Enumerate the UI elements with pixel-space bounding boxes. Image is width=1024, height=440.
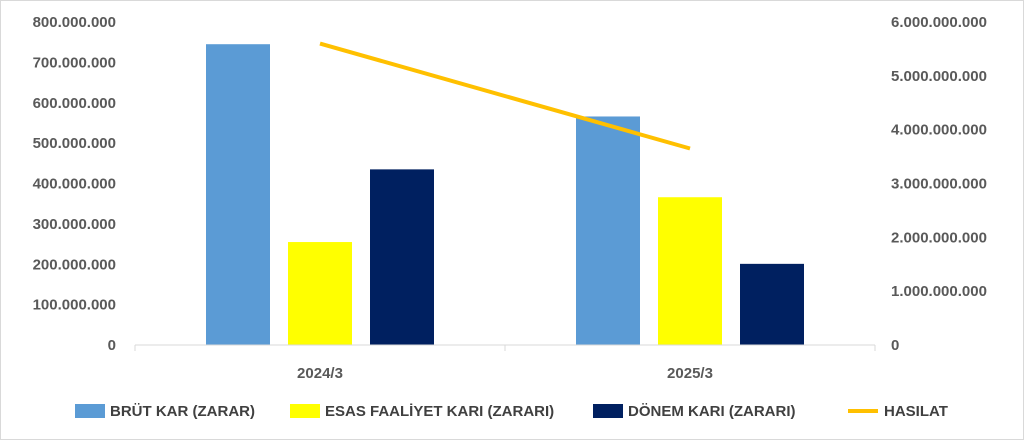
right-tick-label: 4.000.000.000 xyxy=(891,122,987,139)
left-tick-label: 600.000.000 xyxy=(33,95,116,112)
left-tick-label: 700.000.000 xyxy=(33,54,116,71)
x-axis: 2024/3 2025/3 xyxy=(134,344,876,382)
left-tick-label: 100.000.000 xyxy=(33,297,116,314)
left-tick-label: 800.000.000 xyxy=(33,14,116,31)
left-tick-label: 300.000.000 xyxy=(33,216,116,233)
bar-series xyxy=(206,44,804,346)
right-axis-ticks: 0 1.000.000.000 2.000.000.000 3.000.000.000… xyxy=(891,14,987,354)
right-tick-label: 1.000.000.000 xyxy=(891,283,987,300)
bar-esas-faaliyet-kari-zarari[interactable] xyxy=(288,242,352,345)
left-tick-label: 500.000.000 xyxy=(33,135,116,152)
category-label: 2025/3 xyxy=(667,365,713,382)
line-hasilat[interactable] xyxy=(319,41,691,151)
bar-brut-kar-zarar[interactable] xyxy=(576,116,640,345)
left-axis-ticks: 0 100.000.000 200.000.000 300.000.000 400.00… xyxy=(33,14,116,354)
legend-item-donem-kari-zarari[interactable]: DÖNEM KARI (ZARARI) xyxy=(593,403,795,420)
left-tick-label: 400.000.000 xyxy=(33,176,116,193)
bar-donem-kari-zarari[interactable] xyxy=(740,263,804,345)
legend-swatch xyxy=(290,404,320,418)
legend-label: HASILAT xyxy=(884,403,948,420)
legend-item-esas-faaliyet-kari-zarari[interactable]: ESAS FAALİYET KARI (ZARARI) xyxy=(290,403,554,420)
legend-swatch xyxy=(593,404,623,418)
legend[interactable]: BRÜT KAR (ZARAR) ESAS FAALİYET KARI (ZARA… xyxy=(75,403,948,420)
line-series xyxy=(319,41,691,151)
right-tick-label: 5.000.000.000 xyxy=(891,68,987,85)
legend-item-hasilat[interactable]: HASILAT xyxy=(848,403,948,420)
bar-donem-kari-zarari[interactable] xyxy=(370,169,434,345)
right-tick-label: 3.000.000.000 xyxy=(891,176,987,193)
legend-label: DÖNEM KARI (ZARARI) xyxy=(628,403,795,420)
legend-label: ESAS FAALİYET KARI (ZARARI) xyxy=(325,403,554,420)
bar-brut-kar-zarar[interactable] xyxy=(206,44,270,346)
bar-esas-faaliyet-kari-zarari[interactable] xyxy=(658,197,722,345)
category-label: 2024/3 xyxy=(297,365,343,382)
right-tick-label: 0 xyxy=(891,337,899,354)
right-tick-label: 6.000.000.000 xyxy=(891,14,987,31)
right-tick-label: 2.000.000.000 xyxy=(891,229,987,246)
legend-swatch xyxy=(75,404,105,418)
left-tick-label: 0 xyxy=(108,337,116,354)
left-tick-label: 200.000.000 xyxy=(33,256,116,273)
legend-item-brut-kar-zarar[interactable]: BRÜT KAR (ZARAR) xyxy=(75,403,255,420)
legend-label: BRÜT KAR (ZARAR) xyxy=(110,403,255,420)
